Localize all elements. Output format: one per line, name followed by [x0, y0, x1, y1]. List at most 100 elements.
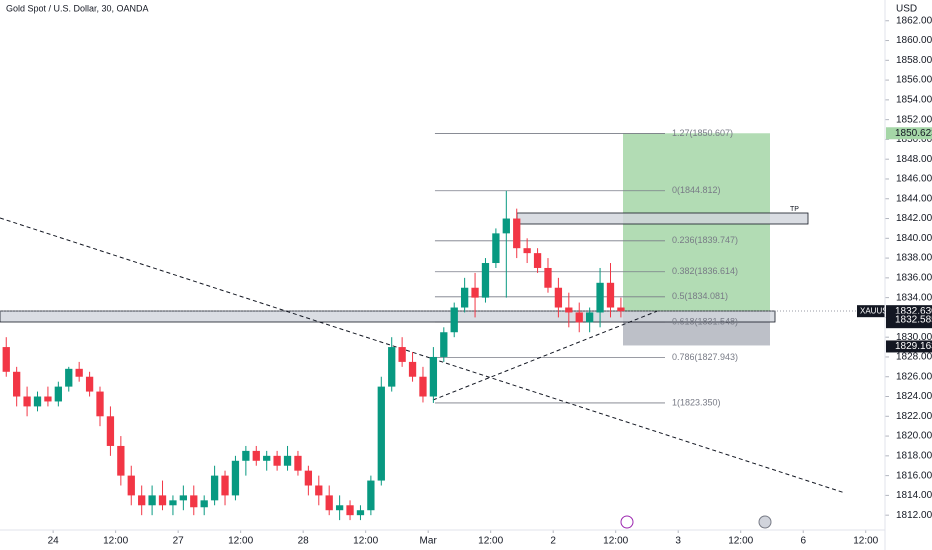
candle-body [221, 475, 229, 496]
y-tick-label: 1822.000 [896, 411, 932, 422]
fib-label: 1.27(1850.607) [672, 128, 733, 138]
y-tick-label: 1860.000 [896, 35, 932, 46]
x-tick-label: 2 [550, 536, 556, 547]
candle-body [200, 500, 208, 508]
candle-body [252, 450, 260, 461]
candle-body [356, 510, 365, 516]
candle-body [586, 312, 594, 323]
candle-body [440, 332, 448, 357]
x-tick-label: Mar [420, 536, 438, 547]
candle-body [13, 371, 21, 397]
candle-body [315, 485, 323, 496]
x-tick-label: 12:00 [103, 536, 128, 547]
y-tick-label: 1826.000 [896, 371, 932, 382]
candle-body [523, 248, 531, 254]
tp-zone [516, 212, 809, 225]
y-tick-label: 1830.000 [896, 332, 932, 343]
y-tick-label: 1854.000 [896, 95, 932, 106]
fib-label: 1(1823.350) [672, 397, 721, 407]
candle-body [75, 368, 83, 377]
x-tick-label: 12:00 [353, 536, 378, 547]
candle-body [169, 500, 177, 506]
candle-body [419, 376, 427, 397]
y-tick-label: 1848.000 [896, 154, 932, 165]
candle-body [283, 455, 292, 466]
x-tick-label: 24 [48, 536, 60, 547]
x-tick-label: 12:00 [853, 536, 878, 547]
candle-body [565, 307, 573, 313]
y-tick-label: 1828.000 [896, 352, 932, 363]
candle-body [502, 218, 510, 234]
price-tag-label: 1829.163 [895, 341, 932, 352]
candle-body [65, 368, 73, 387]
y-tick-label: 1846.000 [896, 174, 932, 185]
candle-body [23, 396, 31, 407]
trend-line [432, 309, 661, 401]
y-tick-label: 1850.000 [896, 134, 932, 145]
y-tick-label: 1838.000 [896, 253, 932, 264]
candle-body [54, 386, 62, 402]
candle-body [148, 495, 156, 506]
y-tick-label: 1852.000 [896, 114, 932, 125]
candle-body [606, 282, 615, 308]
tp-label: TP [790, 206, 799, 213]
fib-label: 0.5(1834.081) [672, 291, 728, 301]
candle-body [44, 396, 52, 402]
candle-body [138, 495, 146, 506]
fib-label: 0.786(1827.943) [672, 352, 738, 362]
candle-body [190, 495, 198, 508]
event-icon[interactable] [758, 515, 772, 529]
currency-label: USD [896, 4, 917, 15]
price-tag [886, 127, 932, 140]
price-tag [886, 340, 932, 353]
candle-body [85, 376, 94, 392]
x-tick-label: 28 [298, 536, 310, 547]
candle-body [263, 455, 271, 461]
candle-body [231, 460, 240, 496]
candle-body [575, 312, 583, 323]
y-tick-label: 1818.000 [896, 450, 932, 461]
candle-body [533, 253, 542, 268]
candle-body [596, 282, 604, 313]
price-tag-label: 1832.630 [895, 306, 932, 317]
y-tick-label: 1836.000 [896, 272, 932, 283]
chart-title: Gold Spot / U.S. Dollar, 30, OANDA [6, 3, 149, 13]
y-tick-label: 1862.000 [896, 15, 932, 26]
candle-body [242, 450, 250, 461]
candle-body [429, 356, 438, 397]
fib-label: 0.618(1831.548) [672, 316, 738, 326]
y-tick-label: 1834.000 [896, 292, 932, 303]
candle-body [179, 495, 188, 501]
price-tag [886, 313, 932, 326]
y-tick-label: 1814.000 [896, 490, 932, 501]
candle-body [106, 416, 115, 446]
support-zone [0, 310, 776, 323]
candle-body [408, 361, 417, 377]
x-tick-label: 12:00 [728, 536, 753, 547]
y-tick-label: 1858.000 [896, 55, 932, 66]
candle-body [33, 396, 42, 407]
candle-body [377, 386, 385, 481]
candle-body [460, 287, 469, 308]
y-tick-label: 1856.000 [896, 75, 932, 86]
y-tick-label: 1820.000 [896, 431, 932, 442]
y-tick-label: 1840.000 [896, 233, 932, 244]
symbol-tag [857, 305, 885, 318]
candle-body [2, 347, 10, 372]
symbol-label: XAUUSD [860, 306, 894, 315]
y-tick-label: 1812.000 [896, 510, 932, 521]
y-tick-label: 1824.000 [896, 391, 932, 402]
fib-label: 0.382(1836.614) [672, 266, 738, 276]
fib-label: 0(1844.812) [672, 185, 721, 195]
candle-body [158, 495, 167, 506]
x-tick-label: 27 [173, 536, 185, 547]
x-tick-label: 12:00 [603, 536, 628, 547]
candle-body [544, 267, 552, 288]
candle-body [367, 480, 375, 511]
x-tick-label: 12:00 [478, 536, 503, 547]
x-tick-label: 6 [800, 536, 806, 547]
event-icon[interactable] [620, 515, 634, 529]
candle-body [492, 233, 500, 264]
